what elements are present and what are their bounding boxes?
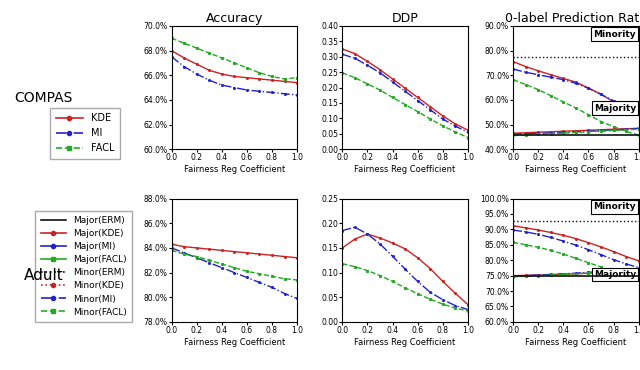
Title: 0-label Prediction Rate: 0-label Prediction Rate	[505, 12, 640, 25]
X-axis label: Fairness Reg Coefficient: Fairness Reg Coefficient	[525, 338, 627, 347]
Text: Adult: Adult	[24, 268, 63, 283]
X-axis label: Fairness Reg Coefficient: Fairness Reg Coefficient	[355, 338, 456, 347]
Title: DDP: DDP	[392, 12, 419, 25]
Text: Majority: Majority	[594, 104, 636, 112]
X-axis label: Fairness Reg Coefficient: Fairness Reg Coefficient	[355, 165, 456, 174]
X-axis label: Fairness Reg Coefficient: Fairness Reg Coefficient	[184, 338, 285, 347]
Text: Minority: Minority	[593, 202, 636, 211]
Text: Minority: Minority	[593, 30, 636, 38]
X-axis label: Fairness Reg Coefficient: Fairness Reg Coefficient	[525, 165, 627, 174]
Legend: KDE, MI, FACL: KDE, MI, FACL	[50, 108, 120, 159]
Text: COMPAS: COMPAS	[14, 91, 73, 105]
Text: Majority: Majority	[594, 270, 636, 279]
Title: Accuracy: Accuracy	[205, 12, 263, 25]
Legend: Major(ERM), Major(KDE), Major(MI), Major(FACL), Minor(ERM), Minor(KDE), Minor(MI: Major(ERM), Major(KDE), Major(MI), Major…	[35, 211, 132, 322]
X-axis label: Fairness Reg Coefficient: Fairness Reg Coefficient	[184, 165, 285, 174]
